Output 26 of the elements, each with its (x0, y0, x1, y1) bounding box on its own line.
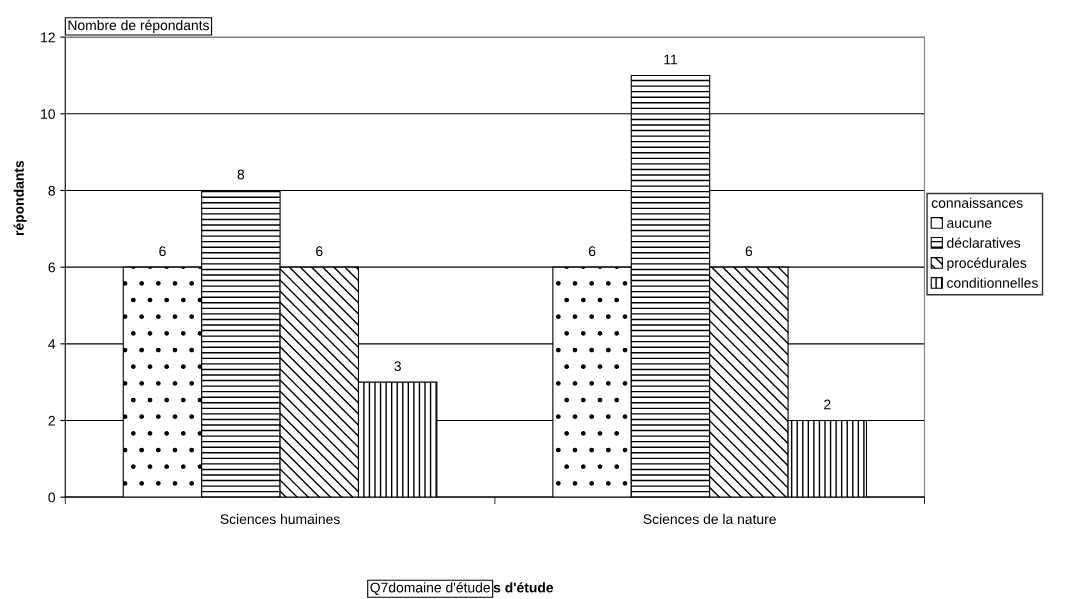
x-axis-title: s d'étude (493, 582, 554, 593)
data-label: 2 (824, 399, 831, 410)
text: Q7domaine d'étude (370, 582, 490, 595)
data-label: 6 (745, 246, 753, 257)
data-label: 8 (237, 169, 245, 180)
y-tick-label: 8 (48, 185, 55, 196)
x-tick-label: Sciences humaines (220, 513, 340, 525)
y-axis-title: répondants (13, 160, 27, 236)
data-label: 3 (394, 361, 401, 372)
data-label: 6 (316, 246, 323, 257)
y-tick-label: 12 (41, 32, 55, 43)
y-tick-label: 6 (48, 262, 55, 273)
data-label: 6 (588, 246, 596, 257)
legend-label: conditionnelles (947, 277, 1038, 288)
y-tick-label: 2 (48, 415, 55, 426)
legend-label: procédurales (947, 257, 1027, 271)
y-tick-label: 4 (48, 339, 56, 349)
x-tick-label: Sciences de la nature (643, 513, 776, 525)
y-tick-label: 0 (48, 492, 56, 503)
legend-title: connaissances (931, 197, 1023, 208)
text: Nombre de répondants (68, 19, 209, 33)
data-label: 11 (664, 54, 678, 65)
legend-label: déclaratives (947, 237, 1021, 248)
data-label: 6 (159, 246, 166, 257)
y-tick-label: 10 (41, 109, 56, 119)
legend-label: aucune (947, 220, 992, 228)
